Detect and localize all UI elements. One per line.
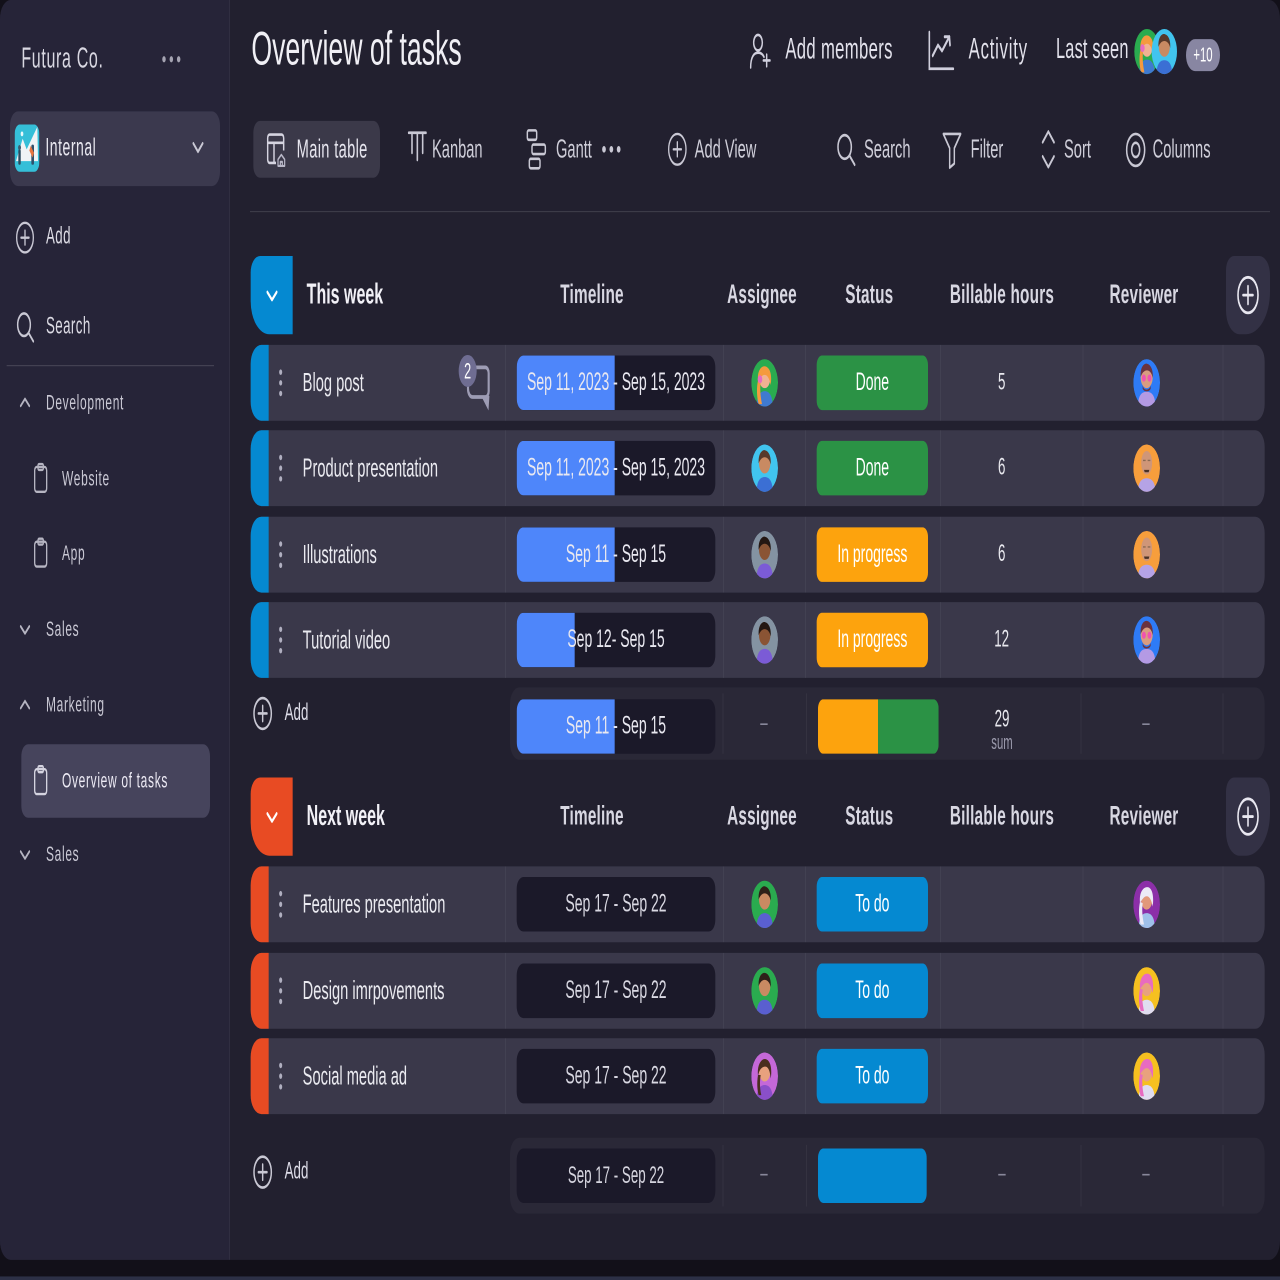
svg-text:2: 2 — [464, 358, 471, 384]
